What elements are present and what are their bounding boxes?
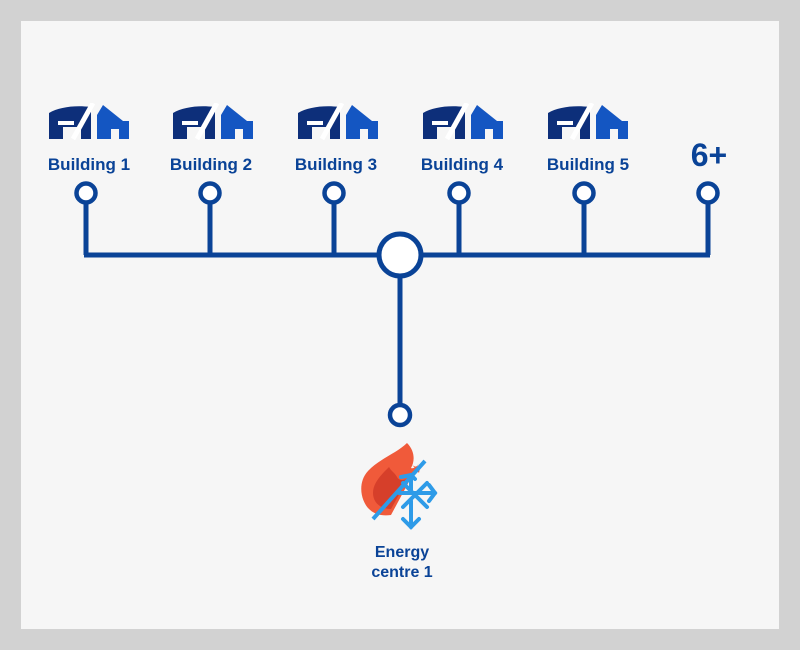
house-icon (423, 103, 503, 139)
house-icon (49, 103, 129, 139)
building-label: Building 1 (48, 155, 130, 174)
energy-centre-label-line1: Energy (375, 544, 429, 561)
node-more (696, 181, 720, 205)
house-icon (548, 103, 628, 139)
district-energy-diagram: Building 1 Building 2 Building 3 Buildin… (48, 21, 727, 581)
more-buildings-label: 6+ (691, 137, 727, 173)
building-label: Building 3 (295, 155, 377, 174)
node-building-2 (198, 181, 222, 205)
node-energy-centre (387, 402, 413, 428)
flame-snowflake-icon (361, 443, 438, 530)
node-building-3 (322, 181, 346, 205)
diagram-panel: Building 1 Building 2 Building 3 Buildin… (21, 21, 779, 629)
building-connectors (83, 197, 711, 405)
central-hub-node (376, 231, 424, 279)
node-building-4 (447, 181, 471, 205)
node-building-5 (572, 181, 596, 205)
node-building-1 (74, 181, 98, 205)
building-label: Building 2 (170, 155, 252, 174)
house-icon (173, 103, 253, 139)
energy-centre-label-line2: centre 1 (371, 564, 432, 581)
building-label: Building 4 (421, 155, 504, 174)
house-icon (298, 103, 378, 139)
building-nodes (74, 181, 720, 205)
building-label: Building 5 (547, 155, 629, 174)
